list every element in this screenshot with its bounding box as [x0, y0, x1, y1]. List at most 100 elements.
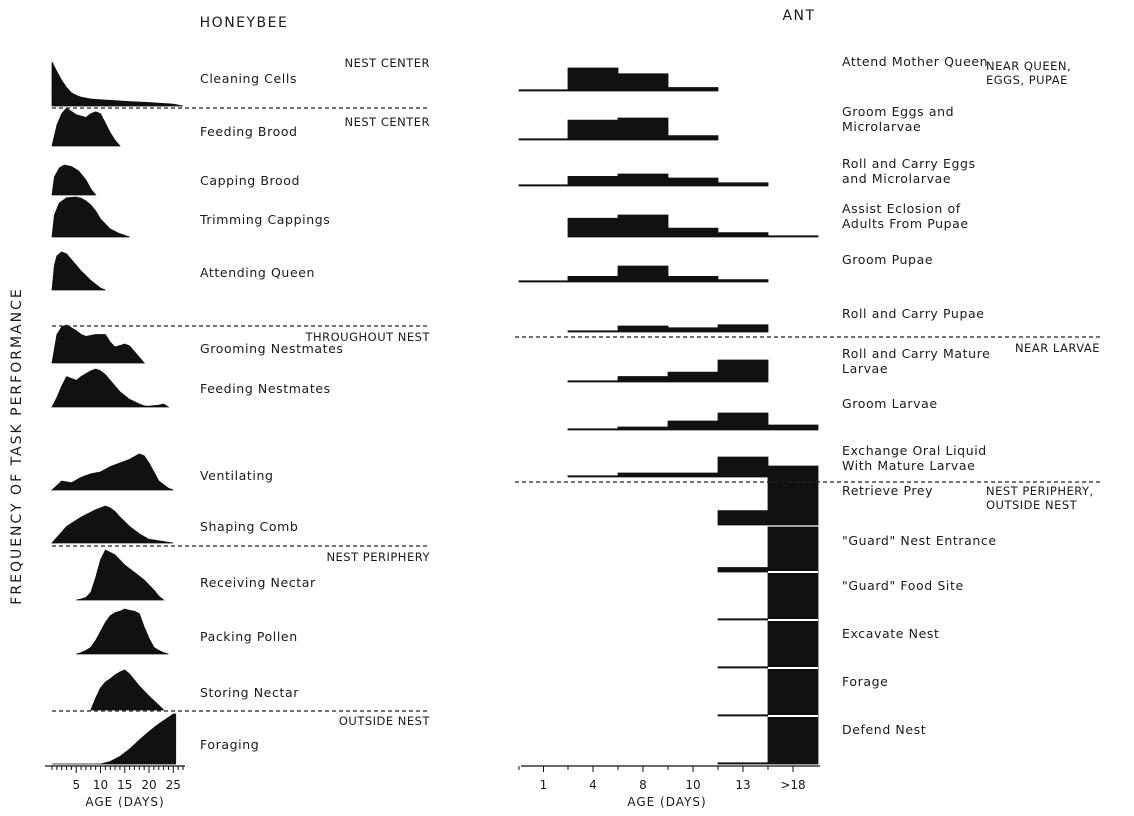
ant-task-label: Assist Eclosion of Adults From Pupae — [842, 201, 969, 231]
honeybee-tick-label: 25 — [166, 778, 181, 792]
ant-tick-label: 8 — [639, 778, 647, 792]
honeybee-task-attending-queen: Attending Queen — [51, 251, 314, 291]
honeybee-task-packing-pollen: Packing Pollen — [76, 608, 298, 655]
ant-tick-label: 13 — [735, 778, 750, 792]
honeybee-area-trimming-cappings — [51, 196, 130, 238]
ant-bars-exchange-oral-liquid-with-mature-larvae — [567, 456, 819, 478]
ant-tick-label: 4 — [589, 778, 597, 792]
ant-task-groom-larvae: Groom Larvae — [567, 396, 938, 431]
honeybee-area-feeding-brood — [51, 107, 121, 147]
honeybee-tick-label: 20 — [141, 778, 156, 792]
honeybee-task-label: Foraging — [200, 737, 259, 752]
honeybee-task-grooming-nestmates: Grooming Nestmates — [51, 324, 344, 364]
honeybee-area-foraging — [52, 713, 177, 765]
ant-section-label: NEAR QUEEN, EGGS, PUPAE — [986, 59, 1071, 87]
ant-bars-groom-larvae — [567, 412, 819, 431]
ant-task-label: Roll and Carry Mature Larvae — [842, 346, 990, 376]
honeybee-panel: NEST CENTER Cleaning Cells NEST CENTER Feed… — [45, 56, 430, 792]
ant-bars-guard-food-site — [717, 571, 819, 621]
honeybee-task-label: Trimming Cappings — [199, 212, 330, 227]
ant-task-attend-mother-queen: Attend Mother Queen — [518, 54, 988, 92]
ant-task-label: Roll and Carry Eggs and Microlarvae — [842, 156, 976, 186]
honeybee-area-attending-queen — [51, 251, 106, 291]
ant-title: ANT — [782, 8, 815, 24]
honeybee-area-feeding-nestmates — [51, 368, 170, 408]
ant-bars-forage — [717, 667, 819, 717]
honeybee-section-nest-center: NEST CENTER Feeding Brood Capping Brood Tri… — [51, 107, 430, 291]
honeybee-area-packing-pollen — [76, 608, 169, 655]
honeybee-task-label: Ventilating — [200, 468, 274, 483]
honeybee-task-receiving-nectar: Receiving Nectar — [76, 549, 316, 601]
ant-bars-guard-nest-entrance — [717, 526, 819, 573]
honeybee-area-ventilating — [50, 453, 174, 491]
ant-task-assist-eclosion-of-adults-from-pupae: Assist Eclosion of Adults From Pupae — [567, 201, 969, 238]
honeybee-section-nest-center: NEST CENTER Cleaning Cells — [51, 56, 430, 107]
ant-task-defend-nest: Defend Nest — [717, 715, 926, 765]
honeybee-area-cleaning-cells — [51, 61, 184, 107]
ant-task-forage: Forage — [717, 667, 888, 717]
honeybee-section-label: OUTSIDE NEST — [339, 714, 431, 728]
honeybee-task-label: Packing Pollen — [200, 629, 298, 644]
ant-task-label: Retrieve Prey — [842, 483, 933, 498]
ant-task-label: Roll and Carry Pupae — [842, 306, 985, 321]
ant-bars-attend-mother-queen — [518, 67, 719, 92]
ant-task-label: Excavate Nest — [842, 626, 940, 641]
ant-bars-retrieve-prey — [717, 476, 819, 526]
honeybee-task-trimming-cappings: Trimming Cappings — [51, 196, 330, 238]
ant-x-axis-label: AGE (DAYS) — [627, 795, 706, 809]
honeybee-title: HONEYBEE — [200, 15, 289, 31]
honeybee-x-axis-label: AGE (DAYS) — [85, 795, 164, 809]
ant-section-nest-periphery-outside-nest: NEST PERIPHERY, OUTSIDE NEST Retrieve Prey… — [717, 476, 1094, 765]
ant-task-guard-nest-entrance: "Guard" Nest Entrance — [717, 526, 997, 573]
ant-task-excavate-nest: Excavate Nest — [717, 619, 940, 669]
ant-section-label: NEST PERIPHERY, OUTSIDE NEST — [986, 484, 1094, 512]
honeybee-section-label: NEST CENTER — [344, 115, 430, 129]
ant-section-near-larvae: NEAR LARVAE Roll and Carry Mature Larvae Gr… — [567, 341, 1100, 478]
ant-task-label: Defend Nest — [842, 722, 926, 737]
honeybee-tick-label: 10 — [93, 778, 108, 792]
honeybee-task-label: Shaping Comb — [200, 519, 298, 534]
ant-task-label: "Guard" Nest Entrance — [842, 533, 997, 548]
ant-task-roll-and-carry-pupae: Roll and Carry Pupae — [567, 306, 985, 333]
ant-bars-groom-pupae — [518, 265, 769, 283]
honeybee-area-grooming-nestmates — [51, 324, 146, 364]
ant-bars-assist-eclosion-of-adults-from-pupae — [567, 214, 819, 238]
ant-section-label: NEAR LARVAE — [1015, 341, 1100, 355]
ant-task-label: Exchange Oral Liquid With Mature Larvae — [842, 443, 987, 473]
honeybee-task-label: Capping Brood — [200, 173, 300, 188]
honeybee-task-cleaning-cells: Cleaning Cells — [51, 61, 296, 107]
honeybee-task-foraging: Foraging — [52, 713, 259, 765]
honeybee-task-storing-nectar: Storing Nectar — [90, 669, 299, 711]
honeybee-task-feeding-brood: Feeding Brood — [51, 107, 298, 147]
honeybee-task-label: Grooming Nestmates — [200, 341, 344, 356]
ant-task-label: Groom Pupae — [842, 252, 933, 267]
ant-tick-label: 1 — [540, 778, 548, 792]
honeybee-task-label: Feeding Brood — [200, 124, 298, 139]
ant-bars-defend-nest — [717, 715, 819, 765]
ant-bars-roll-and-carry-pupae — [567, 324, 769, 333]
ant-tick-label: >18 — [780, 778, 805, 792]
honeybee-tick-label: 15 — [117, 778, 132, 792]
ant-task-groom-pupae: Groom Pupae — [518, 252, 933, 283]
ant-task-roll-and-carry-mature-larvae: Roll and Carry Mature Larvae — [567, 346, 990, 383]
ant-task-label: Forage — [842, 674, 888, 689]
honeybee-section-label: NEST CENTER — [344, 56, 430, 70]
ant-task-label: Groom Larvae — [842, 396, 938, 411]
honeybee-section-label: THROUGHOUT NEST — [304, 330, 430, 344]
honeybee-task-label: Receiving Nectar — [200, 575, 316, 590]
ant-task-label: "Guard" Food Site — [842, 578, 964, 593]
honeybee-task-label: Feeding Nestmates — [200, 381, 331, 396]
honeybee-area-shaping-comb — [51, 505, 174, 544]
ant-bars-roll-and-carry-eggs-and-microlarvae — [518, 173, 769, 187]
ant-tick-label: 10 — [685, 778, 700, 792]
honeybee-tick-label: 5 — [72, 778, 80, 792]
honeybee-section-outside-nest: OUTSIDE NEST Foraging — [52, 713, 431, 765]
honeybee-task-label: Storing Nectar — [200, 685, 299, 700]
honeybee-task-feeding-nestmates: Feeding Nestmates — [51, 368, 331, 408]
honeybee-task-capping-brood: Capping Brood — [51, 164, 300, 196]
